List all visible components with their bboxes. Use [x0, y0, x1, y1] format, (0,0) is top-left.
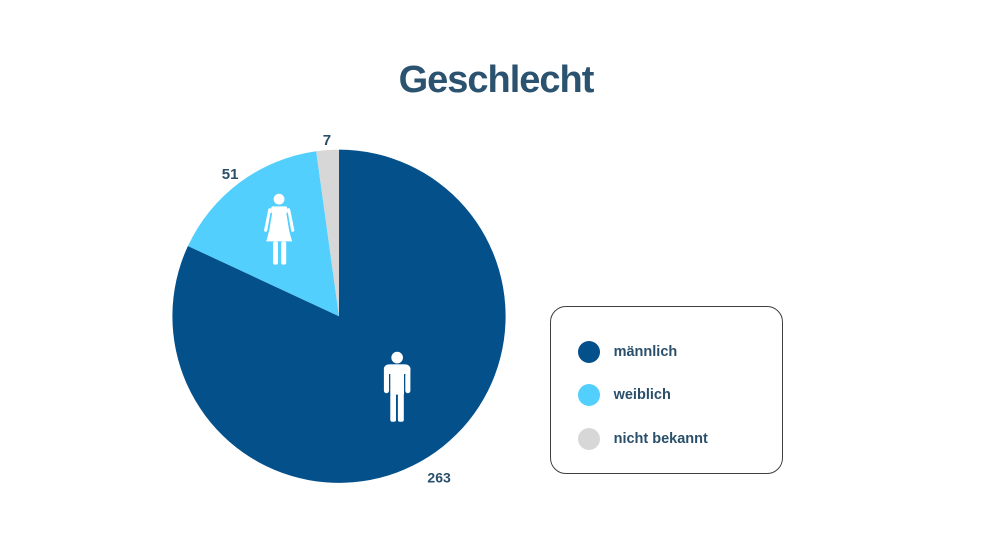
svg-text:51: 51 — [222, 166, 239, 183]
svg-text:263: 263 — [427, 469, 451, 485]
svg-text:7: 7 — [323, 132, 331, 149]
